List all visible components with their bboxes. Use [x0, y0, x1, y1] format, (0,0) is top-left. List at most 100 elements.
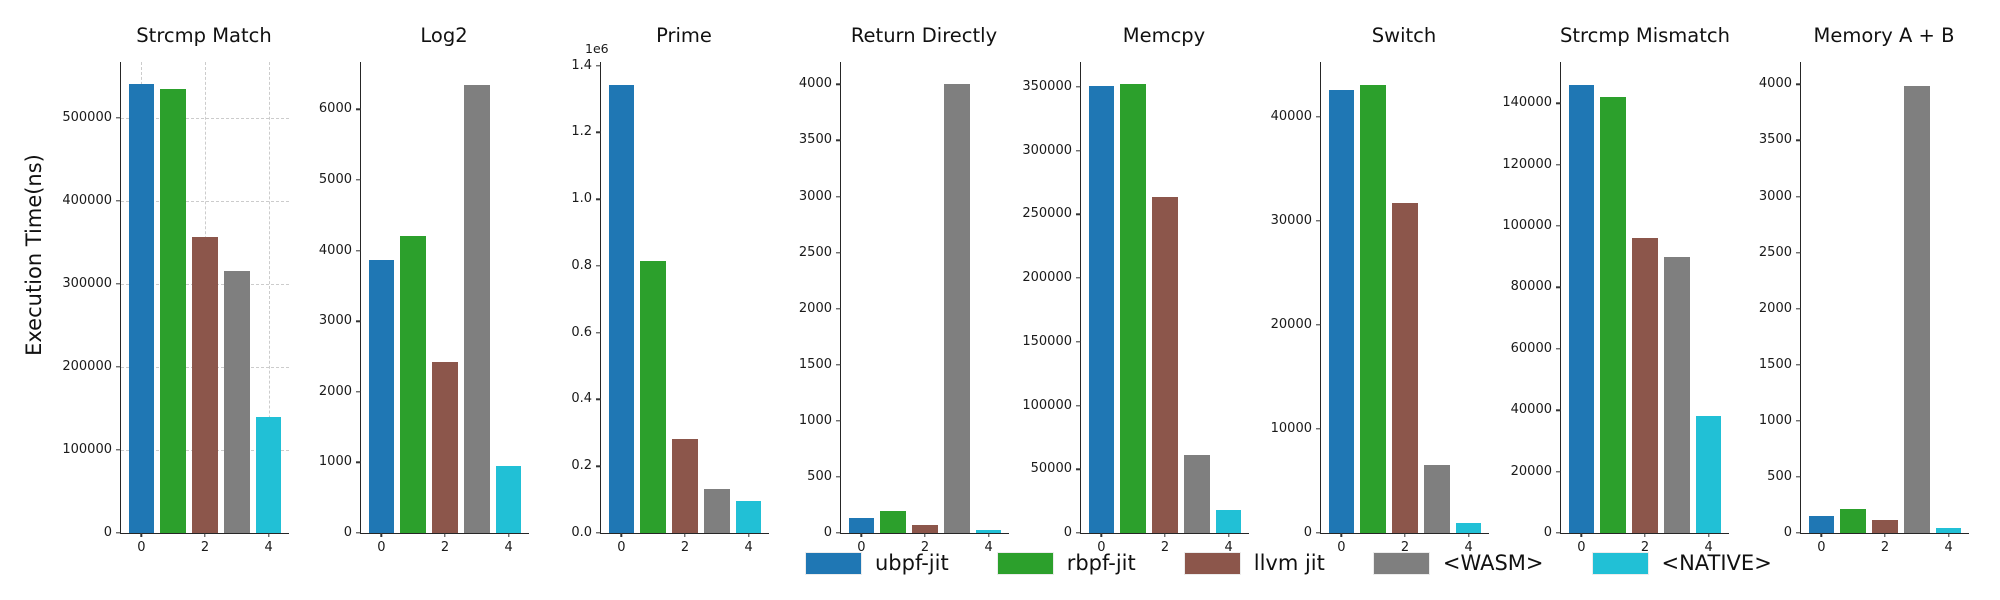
bar-ubpf-jit	[128, 84, 155, 533]
bar-rbpf-jit	[640, 260, 666, 533]
y-tick-mark	[596, 398, 601, 401]
legend: ubpf-jit rbpf-jit llvm jit <WASM> <NATIVE>	[805, 551, 1772, 575]
y-tick-mark	[1796, 420, 1801, 422]
legend-item-rbpf-jit: rbpf-jit	[996, 551, 1136, 575]
x-tick-label: 0	[1577, 540, 1586, 555]
x-tick-mark	[1947, 533, 1950, 537]
y-tick-mark	[1316, 220, 1321, 222]
y-tick-mark	[116, 283, 121, 285]
y-tick-mark	[356, 249, 361, 252]
y-tick-label: 4000	[798, 76, 832, 92]
x-tick-mark	[1404, 533, 1406, 537]
y-tick-mark	[836, 308, 841, 310]
y-tick-label: 0	[1063, 524, 1072, 540]
y-tick-label: 3500	[1758, 132, 1792, 148]
y-tick-mark	[1076, 149, 1081, 152]
bar-wasm	[1184, 455, 1210, 533]
y-tick-label: 0	[103, 524, 112, 540]
y-tick-mark	[1076, 213, 1081, 216]
plot-area: 0 1000 2000 3000 4000 5000 6000 0 2 4	[319, 62, 529, 554]
y-tick-label: 0.2	[571, 458, 592, 474]
y-tick-label: 200000	[1022, 270, 1072, 286]
legend-swatch-native	[1591, 551, 1649, 575]
x-tick-mark	[987, 533, 990, 537]
y-tick-label: 1.2	[571, 124, 592, 140]
y-tick-label: 0	[823, 524, 832, 540]
x-tick-label: 4	[1224, 540, 1233, 555]
y-tick-label: 0	[343, 524, 352, 540]
x-tick-label: 2	[440, 540, 450, 555]
y-tick-mark	[596, 332, 601, 334]
x-tick-mark	[1707, 533, 1710, 537]
y-tick-mark	[1796, 364, 1801, 366]
subplot-title: Log2	[420, 24, 468, 47]
subplot-switch: Switch 0 10000 20000 30000 40000 0 2 4	[1256, 0, 1496, 600]
x-tick-mark	[140, 533, 143, 537]
x-tick-mark	[267, 533, 270, 537]
y-tick-mark	[836, 364, 841, 366]
y-tick-mark	[1316, 428, 1321, 430]
legend-item-llvm-jit: llvm jit	[1183, 551, 1325, 575]
y-axis-label: Execution Time(ns)	[22, 154, 46, 356]
x-tick-label: 2	[1160, 540, 1170, 555]
y-tick-label: 3000	[318, 313, 352, 329]
y-tick-label: 3000	[798, 188, 832, 204]
bar-wasm	[1664, 256, 1690, 533]
subplot-title: Switch	[1371, 24, 1437, 47]
x-tick-mark	[1467, 533, 1470, 537]
y-tick-label: 350000	[1022, 78, 1072, 94]
y-tick-mark	[596, 532, 601, 534]
y-tick-mark	[836, 83, 841, 86]
x-tick-mark	[444, 533, 446, 537]
bar-native	[1935, 527, 1962, 533]
y-tick-mark	[1076, 532, 1081, 534]
y-tick-label: 0	[1303, 524, 1312, 540]
y-tick-label: 100000	[62, 441, 112, 457]
plot-area: 0 20000 40000 60000 80000 100000 120000 140000 0…	[1502, 62, 1729, 554]
x-tick-label: 0	[1337, 540, 1346, 555]
y-tick-label: 20000	[1510, 463, 1552, 479]
bar-native	[1695, 416, 1722, 533]
x-tick-label: 2	[680, 540, 690, 555]
bar-wasm	[464, 84, 490, 533]
y-tick-label: 1.0	[571, 191, 592, 207]
x-tick-label: 2	[1880, 540, 1890, 555]
x-tick-label: 4	[1944, 540, 1953, 555]
subplot-title: Prime	[656, 24, 712, 47]
x-tick-label: 2	[1400, 540, 1410, 555]
bar-llvm-jit	[1152, 197, 1178, 533]
y-tick-mark	[1076, 468, 1081, 470]
x-tick-label: 4	[1464, 540, 1473, 555]
bar-llvm-jit	[912, 524, 938, 533]
x-tick-mark	[204, 533, 206, 537]
x-tick-mark	[860, 533, 863, 537]
y-tick-mark	[1556, 470, 1561, 473]
y-tick-label: 80000	[1510, 279, 1552, 295]
subplot-prime: Prime 0.0 0.2 0.4 0.6 0.8 1.0 1.2 1.4 0 2 4 1e6	[536, 0, 776, 600]
legend-label: <NATIVE>	[1661, 551, 1772, 575]
legend-item-wasm: <WASM>	[1372, 551, 1544, 575]
y-tick-mark	[836, 476, 841, 478]
bar-rbpf-jit	[1360, 84, 1386, 533]
bar-ubpf-jit	[848, 518, 875, 533]
y-tick-label: 400000	[62, 192, 112, 208]
bar-llvm-jit	[672, 438, 698, 533]
subplot-strcmp-match: Strcmp Match 0 100000 200000 300000 400000 500…	[56, 0, 296, 600]
plot-area: 0 50000 100000 150000 200000 250000 300000 3500…	[1022, 62, 1249, 554]
bar-rbpf-jit	[1600, 97, 1626, 533]
y-tick-label: 140000	[1502, 95, 1552, 111]
y-tick-mark	[1796, 251, 1801, 254]
x-tick-label: 2	[1640, 540, 1650, 555]
bar-native	[735, 500, 762, 533]
y-tick-mark	[1556, 348, 1561, 350]
x-tick-label: 0	[377, 540, 386, 555]
bar-ubpf-jit	[368, 260, 395, 533]
subplot-title: Memcpy	[1122, 24, 1206, 47]
y-tick-mark	[356, 320, 361, 322]
x-tick-mark	[507, 533, 510, 537]
bar-rbpf-jit	[1120, 84, 1146, 533]
y-tick-label: 5000	[318, 171, 352, 187]
bar-ubpf-jit	[1328, 90, 1355, 533]
legend-swatch-llvm-jit	[1183, 551, 1241, 575]
y-tick-label: 100000	[1022, 397, 1072, 413]
